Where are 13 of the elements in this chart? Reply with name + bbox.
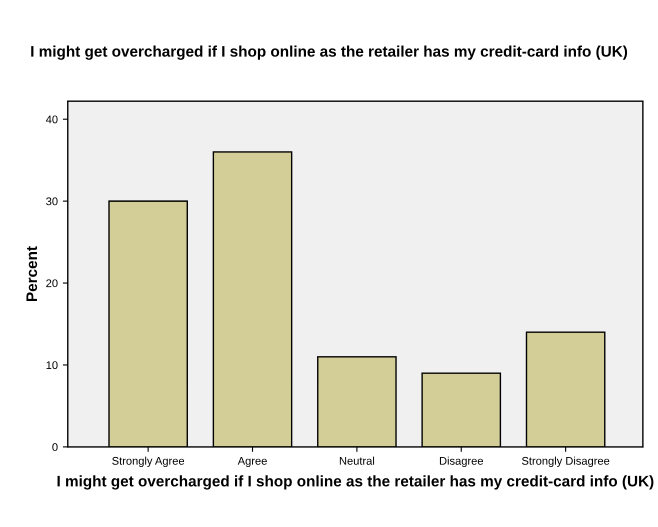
y-tick-label: 20 <box>46 279 58 288</box>
y-tick-label: 40 <box>46 115 58 124</box>
y-tick-label: 10 <box>46 361 58 370</box>
x-tick-label: Strongly Agree <box>112 456 184 467</box>
y-tick-label: 30 <box>46 197 58 206</box>
chart-title: I might get overcharged if I shop online as the retailer has my credit-card info (UK) <box>31 46 628 60</box>
x-axis-title: I might get overcharged if I shop online as the retailer has my credit-card info (UK) <box>58 475 654 490</box>
y-axis-title: Percent <box>26 246 38 302</box>
x-tick-label: Neutral <box>340 456 374 465</box>
x-tick-label: Disagree <box>440 456 483 467</box>
y-tick-label: 0 <box>52 443 58 452</box>
x-tick-label: Strongly Disagree <box>522 456 610 467</box>
x-tick-label: Agree <box>238 457 267 467</box>
